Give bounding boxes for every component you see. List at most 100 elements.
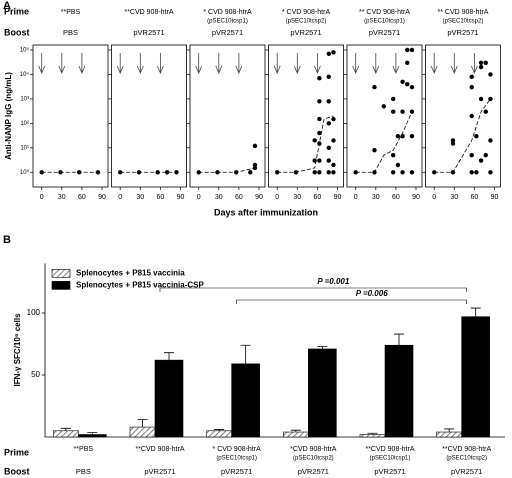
- data-point: [326, 145, 331, 151]
- legend-swatch: [51, 281, 71, 290]
- prime-sub-label: (pSEC10tcsp2): [443, 19, 484, 25]
- x-tick-label: 90: [177, 194, 185, 201]
- data-point: [331, 162, 336, 168]
- immunization-arrow: [78, 53, 86, 75]
- legend-label: Splenocytes + P815 vaccinia: [76, 269, 185, 278]
- x-tick-label: 60: [235, 194, 243, 201]
- row-label: Boost: [4, 466, 30, 476]
- x-tick-label: 60: [392, 194, 400, 201]
- x-tick-label: 60: [470, 194, 478, 201]
- prime-sub-label: (pSEC10tcsp2): [293, 456, 334, 462]
- data-point: [400, 133, 405, 139]
- x-tick-label: 60: [78, 194, 86, 201]
- data-point: [331, 50, 336, 55]
- error-bar: [290, 429, 301, 433]
- data-point: [409, 85, 415, 90]
- panel-frame: [111, 44, 187, 188]
- error-bar: [164, 352, 174, 361]
- data-point: [326, 74, 331, 80]
- panel-frame: [189, 44, 266, 188]
- bar: [461, 316, 490, 438]
- data-point: [474, 170, 479, 175]
- prime-label: **CVD 908-htrA: [442, 446, 491, 453]
- data-point: [58, 170, 63, 175]
- immunization-arrow: [471, 53, 478, 75]
- boost-label: pVR2571: [212, 28, 243, 37]
- data-point: [312, 138, 317, 143]
- data-point: [478, 96, 484, 102]
- data-point: [39, 170, 44, 175]
- bar: [436, 431, 462, 438]
- error-bar: [470, 307, 481, 317]
- prime-label: * CVD 908-htrA: [282, 9, 331, 16]
- data-point: [317, 170, 322, 175]
- prime-label: * CVD 908-htrA: [203, 9, 252, 16]
- data-point: [155, 170, 160, 175]
- y-tick-label: 50: [31, 370, 40, 379]
- panel-frame: [425, 44, 501, 188]
- data-point: [293, 170, 299, 175]
- boost-label: pVR2571: [133, 28, 164, 37]
- x-tick-label: 90: [98, 194, 106, 201]
- boost-label: pVR2571: [144, 467, 175, 476]
- data-point: [326, 99, 331, 104]
- boost-label: PBS: [76, 467, 91, 476]
- significance-label: P =0.001: [317, 277, 350, 286]
- data-point: [400, 109, 405, 114]
- data-point: [469, 113, 474, 119]
- immunization-arrow: [215, 53, 223, 75]
- prime-sub-label: (pSEC10tcsp1): [364, 19, 405, 25]
- prime-label: **PBS: [61, 9, 81, 16]
- data-point: [312, 158, 317, 163]
- immunization-arrow: [273, 53, 281, 75]
- data-point: [469, 170, 474, 175]
- x-tick-label: 0: [118, 194, 122, 201]
- x-tick-label: 30: [58, 194, 66, 201]
- panel-frame: [268, 44, 344, 188]
- immunization-arrow: [58, 53, 66, 75]
- data-point: [395, 162, 401, 168]
- data-point: [317, 76, 322, 81]
- x-tick-label: 90: [334, 194, 342, 201]
- data-point: [331, 170, 336, 175]
- x-tick-label: 0: [40, 194, 44, 201]
- x-tick-label: 60: [313, 194, 321, 201]
- data-point: [469, 85, 474, 90]
- data-point: [174, 170, 179, 175]
- x-tick-label: 0: [354, 194, 358, 201]
- error-bar: [240, 344, 251, 364]
- x-tick-label: 30: [450, 194, 458, 201]
- immunization-arrow: [430, 53, 438, 75]
- data-point: [95, 170, 101, 175]
- error-bar: [444, 428, 455, 433]
- y-tick-label: 10⁴: [20, 71, 30, 78]
- y-tick-label: 100: [27, 308, 41, 317]
- data-point: [391, 170, 396, 175]
- data-point: [409, 109, 415, 114]
- data-point: [164, 170, 170, 175]
- boost-label: pVR2571: [447, 28, 478, 37]
- data-point: [488, 138, 493, 143]
- median-line: [277, 115, 334, 173]
- data-point: [252, 143, 258, 149]
- boost-label: pVR2571: [374, 467, 405, 476]
- immunization-arrow: [293, 53, 301, 75]
- data-point: [77, 170, 82, 175]
- data-point: [372, 170, 377, 175]
- error-bar: [367, 432, 378, 435]
- prime-sub-label: (pSEC10tcsp2): [286, 19, 327, 25]
- data-point: [474, 133, 479, 139]
- immunization-arrow: [392, 53, 400, 75]
- y-axis-label: IFN-γ SFC/10⁶ cells: [13, 313, 22, 387]
- significance-label: P =0.006: [356, 289, 389, 298]
- data-point: [483, 152, 488, 158]
- boost-label: PBS: [63, 28, 78, 37]
- bar: [78, 434, 107, 438]
- data-point: [483, 109, 488, 114]
- bar: [206, 430, 232, 438]
- prime-sub-label: (pSEC10tcsp1): [370, 456, 411, 462]
- prime-label: * CVD 908-htrA: [213, 446, 262, 453]
- data-point: [405, 81, 410, 87]
- panel-frame: [346, 44, 423, 188]
- immunization-arrow: [38, 53, 46, 75]
